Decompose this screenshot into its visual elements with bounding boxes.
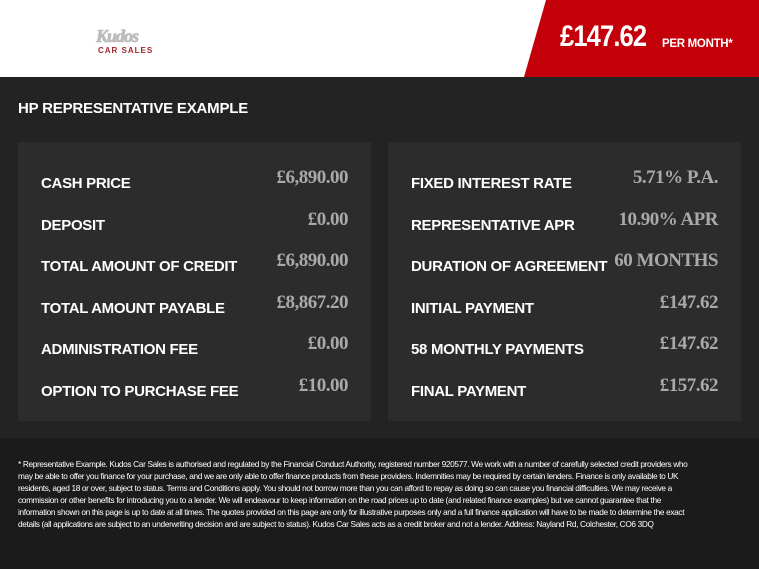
finance-row: REPRESENTATIVE APR 10.90% APR bbox=[411, 208, 719, 234]
section-title: HP REPRESENTATIVE EXAMPLE bbox=[18, 100, 249, 117]
row-value: £10.00 bbox=[298, 374, 349, 396]
row-label: REPRESENTATIVE APR bbox=[411, 216, 575, 234]
row-label: INITIAL PAYMENT bbox=[411, 299, 534, 317]
header: Kudos CAR SALES £147.62 PER MONTH* bbox=[0, 0, 759, 77]
row-label: OPTION TO PURCHASE FEE bbox=[41, 382, 239, 400]
row-value: 5.71% P.A. bbox=[632, 167, 719, 188]
finance-row: CASH PRICE £6,890.00 bbox=[41, 167, 349, 192]
disclaimer-text: * Representative Example. Kudos Car Sale… bbox=[18, 459, 688, 529]
finance-row: OPTION TO PURCHASE FEE £10.00 bbox=[41, 374, 349, 400]
row-label: DEPOSIT bbox=[41, 216, 105, 234]
price-banner bbox=[524, 0, 759, 77]
row-label: 58 MONTHLY PAYMENTS bbox=[411, 341, 584, 358]
row-label: TOTAL AMOUNT OF CREDIT bbox=[41, 258, 238, 275]
row-label: CASH PRICE bbox=[41, 175, 131, 192]
row-value: 60 MONTHS bbox=[614, 250, 718, 271]
finance-panel-left: CASH PRICE £6,890.00 DEPOSIT £0.00 TOTAL AMO… bbox=[18, 142, 371, 421]
per-month-label: PER MONTH* bbox=[662, 38, 733, 50]
row-value: £6,890.00 bbox=[276, 250, 349, 271]
row-label: FIXED INTEREST RATE bbox=[411, 175, 572, 192]
monthly-price: £147.62 bbox=[560, 20, 647, 53]
finance-row: FINAL PAYMENT £157.62 bbox=[411, 374, 719, 400]
finance-panel-right: FIXED INTEREST RATE 5.71% P.A. REPRESENTAT… bbox=[388, 142, 741, 421]
row-label: TOTAL AMOUNT PAYABLE bbox=[41, 299, 225, 317]
row-label: DURATION OF AGREEMENT bbox=[411, 258, 608, 275]
finance-row: 58 MONTHLY PAYMENTS £147.62 bbox=[411, 333, 719, 358]
finance-row: DURATION OF AGREEMENT 60 MONTHS bbox=[411, 250, 718, 275]
row-value: £0.00 bbox=[307, 208, 349, 230]
row-value: £8,867.20 bbox=[276, 291, 349, 313]
row-label: FINAL PAYMENT bbox=[411, 382, 527, 400]
row-value: £147.62 bbox=[659, 291, 719, 313]
row-value: 10.90% APR bbox=[618, 208, 719, 230]
logo-text: Kudos bbox=[96, 26, 139, 46]
row-value: £157.62 bbox=[659, 374, 719, 396]
footer: * Representative Example. Kudos Car Sale… bbox=[0, 438, 759, 569]
finance-row: TOTAL AMOUNT OF CREDIT £6,890.00 bbox=[41, 250, 349, 275]
finance-row: ADMINISTRATION FEE £0.00 bbox=[41, 333, 349, 358]
logo-subtext: CAR SALES bbox=[98, 46, 154, 55]
finance-row: DEPOSIT £0.00 bbox=[41, 208, 349, 234]
row-value: £147.62 bbox=[659, 333, 719, 354]
row-value: £6,890.00 bbox=[276, 167, 349, 188]
row-value: £0.00 bbox=[307, 333, 349, 354]
finance-row: FIXED INTEREST RATE 5.71% P.A. bbox=[411, 167, 719, 192]
finance-row: TOTAL AMOUNT PAYABLE £8,867.20 bbox=[41, 291, 349, 317]
finance-row: INITIAL PAYMENT £147.62 bbox=[411, 291, 719, 317]
kudos-logo[interactable]: Kudos CAR SALES bbox=[94, 24, 160, 56]
row-label: ADMINISTRATION FEE bbox=[41, 341, 198, 358]
